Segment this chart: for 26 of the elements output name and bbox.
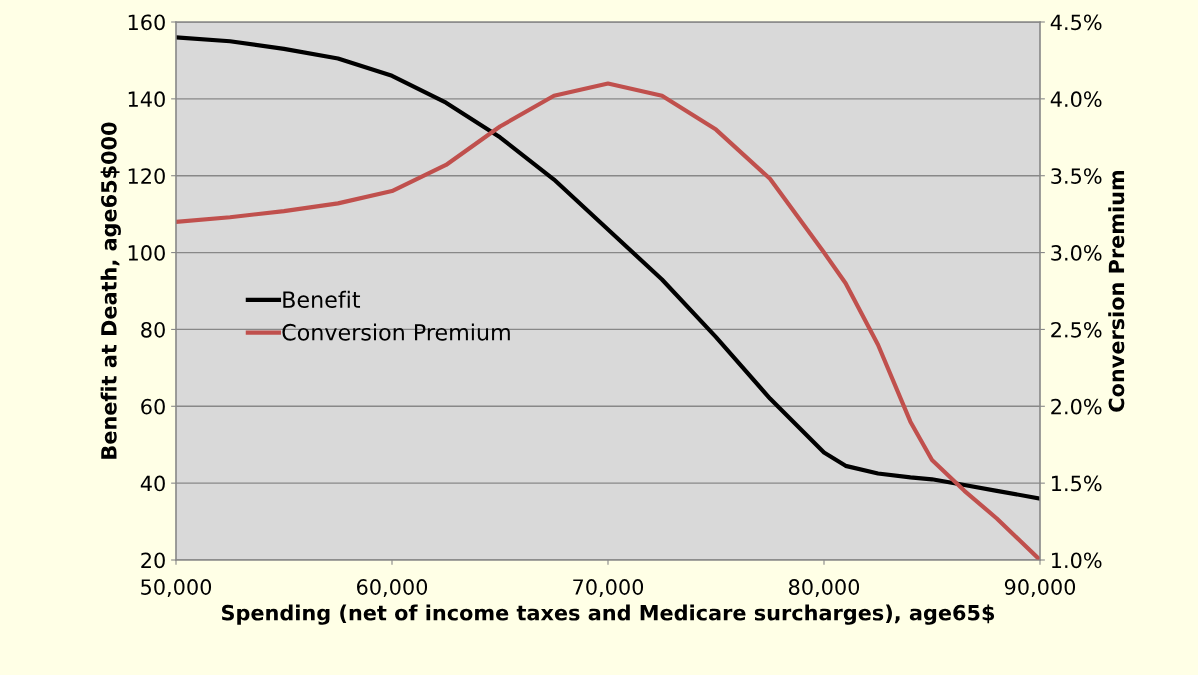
y2-tick-label: 2.5% — [1051, 321, 1102, 338]
y2-tick-label: 1.0% — [1052, 552, 1102, 569]
y2-tick-label: 3.5% — [1051, 168, 1102, 184]
x-axis-title: Spending (net of income taxes and Medicare surcharges), age65$ — [222, 604, 995, 625]
y-tick-label: 40 — [140, 475, 165, 492]
y-tick-label: 20 — [141, 552, 165, 569]
y-tick-label: 140 — [128, 91, 165, 108]
y-tick-label: 100 — [128, 245, 165, 261]
y-tick-label: 60 — [141, 398, 165, 415]
y2-tick-label: 4.5% — [1050, 14, 1102, 31]
y2-axis-title: Conversion Premium — [1108, 170, 1125, 412]
y-axis-title: Benefit at Death, age65$000 — [100, 122, 121, 459]
y2-tick-label: 3.0% — [1051, 245, 1102, 261]
legend-label: Benefit — [283, 290, 361, 309]
y-tick-label: 80 — [141, 321, 165, 338]
x-tick-label: 60,000 — [357, 579, 428, 597]
y2-tick-label: 2.0% — [1051, 398, 1102, 415]
x-tick-label: 70,000 — [573, 579, 644, 597]
y2-tick-label: 4.0% — [1050, 91, 1102, 108]
x-tick-label: 80,000 — [788, 579, 860, 597]
x-tick-label: 50,000 — [141, 579, 212, 597]
legend-label: Conversion Premium — [282, 323, 510, 341]
y2-tick-label: 1.5% — [1052, 475, 1102, 492]
y-tick-label: 120 — [128, 168, 165, 184]
y-tick-label: 160 — [128, 14, 165, 31]
x-tick-label: 90,000 — [1004, 579, 1076, 597]
